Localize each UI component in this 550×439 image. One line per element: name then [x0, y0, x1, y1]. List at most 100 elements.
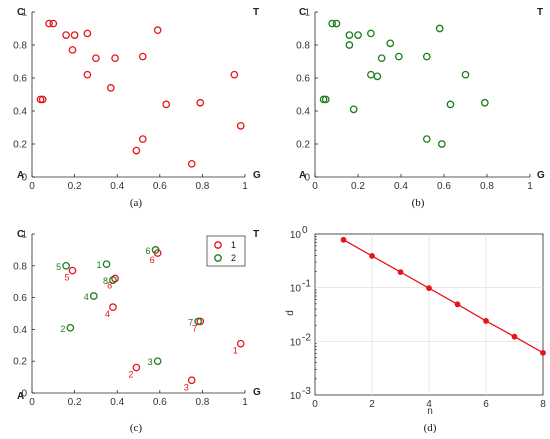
- data-point-red: [132, 146, 141, 155]
- data-point-green: [321, 95, 330, 104]
- y-tick-label: 0.8: [13, 261, 27, 272]
- y-tick-label: 0: [21, 173, 27, 184]
- data-point-red: [106, 84, 115, 92]
- data-point-green: [62, 261, 70, 270]
- panel-d-ylabel: d: [285, 310, 296, 316]
- data-point-green: [367, 70, 375, 79]
- y-tick-label: 10: [290, 284, 302, 295]
- data-point-green: [394, 52, 403, 61]
- panel-a-axes: 0 0.2 0.4 0.6 0.8 1 0 0.2 0.4 0.6 0.8 1: [13, 8, 248, 193]
- data-point-green: [345, 31, 354, 39]
- legend-marker-1: [214, 241, 222, 249]
- y-tick-label: 0.8: [13, 41, 27, 52]
- x-tick-label: 0: [312, 399, 318, 410]
- legend-box: [206, 235, 246, 267]
- point-label-red: 7: [192, 323, 197, 333]
- data-point-red: [45, 19, 53, 28]
- y-tick-label: 0.4: [296, 107, 310, 118]
- x-tick-label: 0.4: [110, 397, 124, 408]
- data-point-green: [422, 52, 431, 61]
- point-label-green: 6: [146, 246, 151, 256]
- x-tick-label: 0: [29, 181, 35, 192]
- x-tick-label: 2: [369, 399, 375, 410]
- y-tick-label: 0.2: [13, 140, 27, 151]
- data-point-red: [153, 26, 162, 34]
- data-point-green: [480, 98, 489, 107]
- x-tick-label: 1: [527, 181, 533, 192]
- data-point-red: [196, 98, 205, 107]
- panel-d-caption: (d): [424, 422, 437, 434]
- data-point: [454, 301, 461, 308]
- x-tick-label: 4: [426, 399, 432, 410]
- y-tick-label: 1: [21, 8, 27, 19]
- y-tick-label: 0.2: [296, 140, 310, 151]
- point-label-green: 1: [97, 260, 102, 270]
- legend-label-1: 1: [231, 240, 236, 250]
- data-point-red: [138, 52, 147, 61]
- data-point-green: [66, 323, 75, 332]
- point-label-green: 8: [103, 276, 108, 286]
- y-tick-exponent: 0: [302, 225, 308, 236]
- panel-d-xlabel: n: [427, 406, 433, 417]
- y-tick-label: 0.6: [13, 74, 27, 85]
- x-tick-label: 0.8: [480, 181, 494, 192]
- data-point-green: [319, 95, 328, 104]
- data-point-green: [367, 29, 375, 38]
- panel-c-corner-br: G: [253, 387, 261, 398]
- x-tick-label: 0.8: [195, 181, 209, 192]
- panel-a-caption: (a): [130, 197, 143, 209]
- panel-b: 0 0.2 0.4 0.6 0.8 1 0 0.2 0.4 0.6 0.8 1 C T A G (b): [296, 7, 545, 209]
- x-tick-label: 0: [29, 397, 35, 408]
- y-tick-label: 10: [290, 391, 302, 402]
- y-tick-label: 0: [21, 389, 27, 400]
- panel-a: 0 0.2 0.4 0.6 0.8 1 0 0.2 0.4 0.6 0.8 1 C T A G (a): [13, 7, 261, 209]
- series-line: [343, 239, 544, 354]
- x-tick-label: 0.2: [68, 397, 82, 408]
- data-point-red: [111, 274, 119, 283]
- x-tick-label: 0.6: [437, 181, 451, 192]
- x-tick-label: 0: [312, 181, 318, 192]
- panel-c-corner-tl: C: [17, 229, 24, 240]
- y-tick-exponent: -3: [302, 386, 311, 397]
- data-point: [540, 349, 546, 356]
- panel-d-marks: [340, 236, 546, 356]
- x-tick-label: 8: [540, 399, 546, 410]
- y-tick-exponent: -2: [302, 332, 311, 343]
- data-point-red: [38, 95, 47, 104]
- data-point-red: [111, 54, 119, 63]
- data-point-red: [138, 135, 147, 143]
- point-label-red: 6: [150, 255, 155, 265]
- data-point-red: [109, 303, 117, 311]
- x-tick-label: 0.6: [153, 181, 167, 192]
- y-tick-label: 10: [290, 230, 302, 241]
- point-label-green: 5: [56, 262, 61, 272]
- data-point-green: [151, 246, 160, 254]
- panel-c-legend: 1 2: [206, 235, 246, 267]
- y-tick-exponent: -1: [302, 279, 311, 290]
- panel-b-axes: 0 0.2 0.4 0.6 0.8 1 0 0.2 0.4 0.6 0.8 1: [296, 8, 533, 193]
- data-point-green: [153, 357, 162, 366]
- data-point-red: [230, 70, 239, 79]
- panel-a-corner-tr: T: [253, 7, 259, 18]
- data-point-red: [132, 363, 141, 372]
- panel-c-corner-bl: A: [17, 391, 24, 402]
- y-tick-label: 0.6: [13, 293, 27, 304]
- point-label-green: 4: [84, 292, 89, 302]
- point-label-red: 4: [105, 309, 110, 319]
- data-point-red: [236, 122, 245, 130]
- y-tick-label: 0: [304, 173, 310, 184]
- data-point-red: [187, 376, 196, 385]
- panel-b-marks: [319, 19, 489, 148]
- data-point: [340, 236, 347, 243]
- data-point-green: [194, 317, 202, 326]
- data-point-red: [83, 70, 92, 79]
- x-tick-label: 0.6: [153, 397, 167, 408]
- data-point-red: [236, 339, 245, 348]
- data-point-green: [102, 260, 111, 269]
- panel-a-corner-br: G: [253, 170, 261, 181]
- panel-c: 0 0.2 0.4 0.6 0.8 100.20.40.60.81 12345678123…: [13, 229, 261, 434]
- data-point-red: [70, 31, 79, 39]
- panel-b-caption: (b): [412, 197, 425, 209]
